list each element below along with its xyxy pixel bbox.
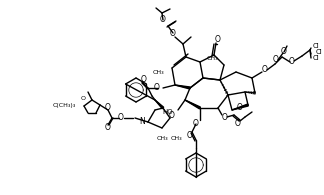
Text: Cl: Cl <box>316 49 323 55</box>
Polygon shape <box>155 100 164 109</box>
Text: O: O <box>105 123 111 132</box>
Text: CH₃: CH₃ <box>152 69 164 74</box>
Text: O: O <box>281 48 287 57</box>
Polygon shape <box>175 85 190 89</box>
Text: O: O <box>105 103 111 112</box>
Text: Cl: Cl <box>313 55 320 61</box>
Text: O: O <box>273 56 279 65</box>
Text: O: O <box>118 113 124 122</box>
Text: O: O <box>235 119 241 128</box>
Polygon shape <box>185 100 201 109</box>
Text: O: O <box>262 66 268 74</box>
Text: O: O <box>222 113 228 121</box>
Text: HO: HO <box>162 109 173 115</box>
Text: CH₃: CH₃ <box>170 136 182 141</box>
Text: O: O <box>160 15 166 25</box>
Text: C(CH₃)₃: C(CH₃)₃ <box>53 103 76 107</box>
Polygon shape <box>232 104 248 110</box>
Text: O: O <box>154 83 160 92</box>
Text: O: O <box>170 28 176 37</box>
Text: O: O <box>237 104 243 113</box>
Text: O: O <box>193 119 199 128</box>
Text: CH₃: CH₃ <box>156 136 168 141</box>
Text: O: O <box>141 74 147 83</box>
Text: O: O <box>80 96 86 100</box>
Text: O: O <box>187 131 193 141</box>
Text: O: O <box>215 35 221 43</box>
Text: O: O <box>289 57 295 66</box>
Text: O: O <box>169 112 175 121</box>
Text: Cl: Cl <box>313 43 320 49</box>
Text: CH₃: CH₃ <box>207 56 219 60</box>
Text: N: N <box>139 118 145 127</box>
